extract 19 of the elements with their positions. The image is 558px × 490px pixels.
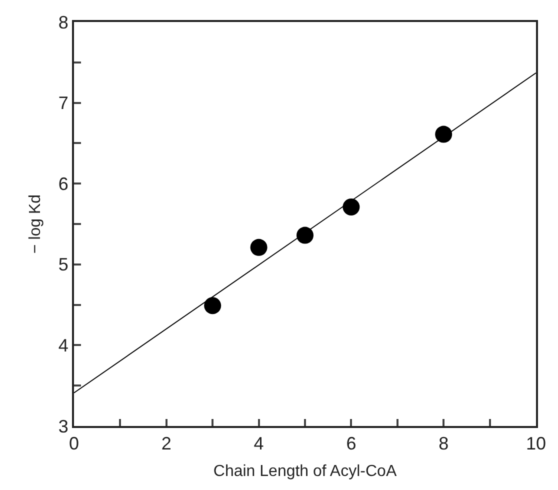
x-tick-label: 10 <box>526 434 546 454</box>
x-tick-label: 4 <box>254 434 264 454</box>
x-axis-title: Chain Length of Acyl-CoA <box>213 462 397 480</box>
y-tick-label: 6 <box>58 174 68 194</box>
y-tick-label: 7 <box>58 93 68 114</box>
y-tick-label: 4 <box>58 336 68 356</box>
x-tick-label: 0 <box>68 434 80 454</box>
y-tick-label: 5 <box>58 254 68 275</box>
y-tick-label: 3 <box>58 416 68 436</box>
y-tick-label: 8 <box>58 12 68 32</box>
x-tick-label: 2 <box>161 434 172 454</box>
point <box>296 226 314 244</box>
y-axis-title: − log Kd <box>26 194 44 254</box>
x-tick-label: 8 <box>438 434 449 454</box>
point <box>435 126 452 143</box>
point <box>250 238 268 256</box>
point <box>342 198 360 216</box>
point <box>204 297 222 314</box>
x-tick-label: 6 <box>346 434 356 454</box>
